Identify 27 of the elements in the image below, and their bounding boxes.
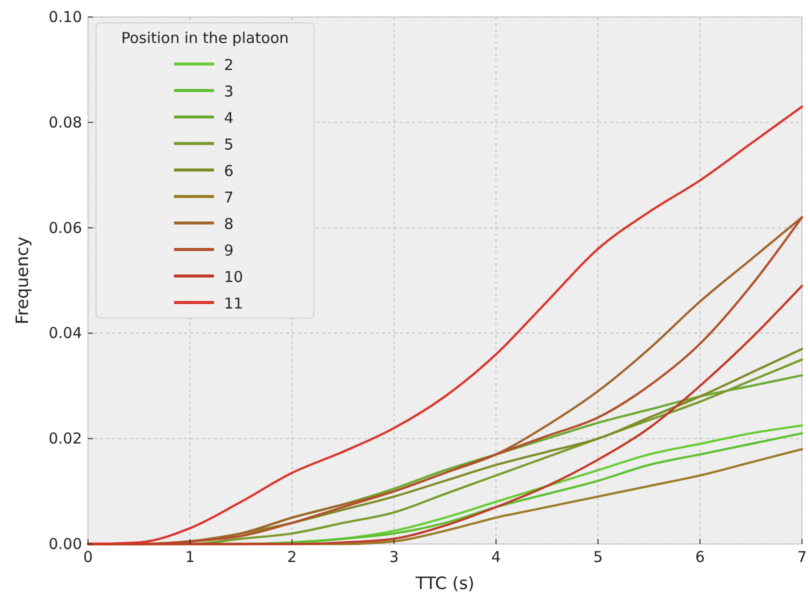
x-tick-label: 2 xyxy=(287,548,297,566)
x-tick-label: 5 xyxy=(593,548,603,566)
y-tick-label: 0.04 xyxy=(48,324,82,342)
legend-label: 3 xyxy=(224,82,234,100)
legend-label: 8 xyxy=(224,215,234,233)
y-tick-label: 0.06 xyxy=(48,218,82,237)
x-tick-label: 1 xyxy=(185,548,195,566)
x-tick-label: 6 xyxy=(695,548,705,566)
legend-label: 6 xyxy=(224,162,234,180)
legend-label: 2 xyxy=(224,56,234,74)
legend-label: 4 xyxy=(224,109,234,127)
x-tick-label: 7 xyxy=(797,548,807,566)
legend-title: Position in the platoon xyxy=(121,29,289,47)
y-tick-label: 0.08 xyxy=(48,113,82,132)
y-tick-label: 0.00 xyxy=(48,535,82,553)
x-tick-label: 4 xyxy=(491,548,501,566)
legend-label: 9 xyxy=(224,242,234,260)
legend-label: 5 xyxy=(224,136,234,154)
y-tick-label: 0.02 xyxy=(48,430,82,448)
x-tick-label: 0 xyxy=(83,548,93,566)
y-tick-label: 0.10 xyxy=(48,8,82,26)
x-tick-label: 3 xyxy=(389,548,399,566)
legend-label: 11 xyxy=(224,294,244,312)
x-axis-title: TTC (s) xyxy=(414,574,474,594)
legend-label: 10 xyxy=(224,268,244,286)
legend-label: 7 xyxy=(224,188,234,206)
y-axis-title: Frequency xyxy=(13,236,33,324)
